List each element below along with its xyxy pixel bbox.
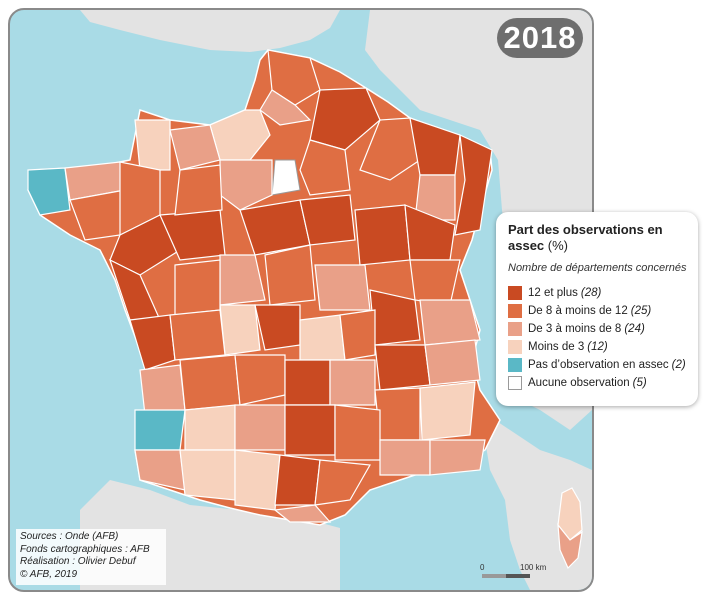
region-haute-loire [329,359,376,406]
legend-item: Aucune observation (5) [508,374,690,392]
region-herault [314,459,371,506]
sources-block: Sources : Onde (AFB) Fonds cartographiqu… [16,529,166,585]
sources-line: Sources : Onde (AFB) [20,531,119,542]
region-rhone [339,309,376,361]
region-savoie [424,339,481,386]
region-lot [234,404,286,451]
legend-item: De 3 à moins de 8 (24) [508,320,690,338]
region-aveyron [284,404,336,456]
region-alpes-maritimes [429,439,486,476]
scale-min-label: 0 [480,563,485,572]
legend-count: (25) [630,305,652,317]
region-gironde [139,364,186,416]
map-canvas [27,10,592,590]
scale-bar: 0 100 km [480,563,550,583]
legend-swatch [508,340,522,354]
region-creuse [219,304,261,356]
legend-list: 12 et plus (28) De 8 à moins de 12 (25) … [508,284,690,392]
legend-count: (12) [587,341,608,353]
legend-title-text: Part des observations en assec [508,222,663,253]
region-paris [271,159,301,196]
sources-line: © AFB, 2019 [20,568,78,580]
legend-item: De 8 à moins de 12 (25) [508,302,690,320]
scale-max-label: 100 km [520,563,547,572]
legend-label: De 3 à moins de 8 [528,323,622,335]
legend-swatch [508,286,522,300]
legend-swatch [508,376,522,390]
neighbour-land-england [80,10,340,52]
map-frame: 2018 Sources : Onde (AFB) Fonds cartogra… [8,8,594,592]
region-vienne [174,259,221,316]
year-badge: 2018 [497,18,583,58]
legend-label: Aucune observation [528,377,630,389]
legend-label: Pas d’observation en assec [528,359,669,371]
legend-subtitle: Nombre de départements concernés [508,262,687,274]
region-vosges [414,174,456,221]
region-saone-et-loire [314,264,371,311]
region-charente-maritime [129,314,176,371]
legend-item: Moins de 3 (12) [508,338,690,356]
region-meuse [359,117,421,181]
region-pyrenees-orientales [273,504,332,523]
legend-item: Pas d’observation en assec (2) [508,356,690,374]
region-gers [179,449,236,501]
region-somme [259,89,312,126]
region-finistere [27,167,71,216]
region-landes [134,409,186,451]
region-loire-atlantique [109,214,181,276]
region-yonne [299,194,356,246]
region-haute-garonne [234,449,281,511]
region-ardennes [309,87,381,151]
sources-line: Fonds cartographiques : AFB [20,543,150,555]
legend-count: (2) [671,359,686,371]
legend-swatch [508,322,522,336]
region-tarn [274,454,321,506]
legend-count: (5) [632,377,647,389]
region-haute-savoie [419,299,481,346]
sources-line: Réalisation : Olivier Debuf [20,556,136,567]
region-haute-vienne [169,309,226,361]
region-alsace [454,134,493,236]
region-isere [374,344,431,391]
region-gard [334,404,381,461]
corsica-south [557,523,583,570]
region-cantal [284,359,331,406]
region-nievre [264,244,316,306]
region-vaucluse [379,439,431,476]
region-sarthe [174,164,223,216]
legend-item: 12 et plus (28) [508,284,690,302]
legend-label: De 8 à moins de 12 [528,305,628,317]
legend-swatch [508,304,522,318]
region-lot-et-garonne [184,404,236,451]
region-cote-dor [354,204,411,266]
region-marne [299,139,351,196]
legend-title: Part des observations en assec (%) [508,222,690,254]
region-manche [134,119,171,171]
legend-count: (24) [624,323,645,335]
region-nord [267,49,321,106]
legend-label: 12 et plus [528,287,578,299]
region-pyrenees-atlantiques [134,449,186,491]
region-dordogne [179,354,241,411]
map-legend: Part des observations en assec (%) Nombr… [496,212,698,406]
legend-swatch [508,358,522,372]
scale-bar-graphic [482,574,530,578]
legend-label: Moins de 3 [528,341,585,353]
region-puy-de-dome [299,314,346,361]
legend-count: (28) [580,287,602,299]
legend-unit: (%) [547,238,568,253]
region-drome [374,387,421,441]
region-hautes-alpes [419,381,476,441]
